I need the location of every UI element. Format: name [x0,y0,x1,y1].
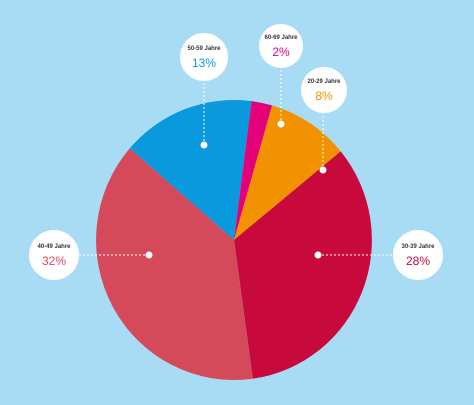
slice-label: 30-39 Jahre [401,244,435,250]
label-bubble [259,24,303,68]
marker-dot [319,166,327,174]
label-bubble [180,33,228,81]
label-bubble [301,67,347,113]
pie-slices [96,99,372,381]
pie-slice-20-29-jahre [234,105,341,240]
marker-dot [200,141,208,149]
pie-slice-30-39-jahre [234,151,372,379]
callout-50-59-jahre: 50-59 Jahre 13% [180,33,228,149]
slice-label: 50-59 Jahre [187,46,221,52]
callout-20-29-jahre: 20-29 Jahre 8% [301,67,347,174]
marker-dot [145,251,153,259]
slice-value-label: 13% [192,56,216,70]
slice-value-label: 32% [42,254,66,268]
slice-value-label: 2% [272,45,290,59]
slice-label: 20-29 Jahre [307,79,341,85]
pie-slice-50-59-jahre [129,99,252,240]
label-bubble [393,230,443,280]
callout-60-69-jahre: 60-69 Jahre 2% [259,24,303,128]
pie-slice-40-49-jahre [96,148,253,381]
slice-value-label: 8% [315,89,333,103]
slice-label: 60-69 Jahre [264,35,298,41]
slice-value-label: 28% [406,254,430,268]
marker-dot [277,120,285,128]
label-bubble [29,230,79,280]
slice-label: 40-49 Jahre [37,244,71,250]
callout-40-49-jahre: 40-49 Jahre 32% [29,230,153,280]
pie-slice-60-69-jahre [234,101,273,240]
callout-30-39-jahre: 30-39 Jahre 28% [314,230,443,280]
marker-dot [314,251,322,259]
